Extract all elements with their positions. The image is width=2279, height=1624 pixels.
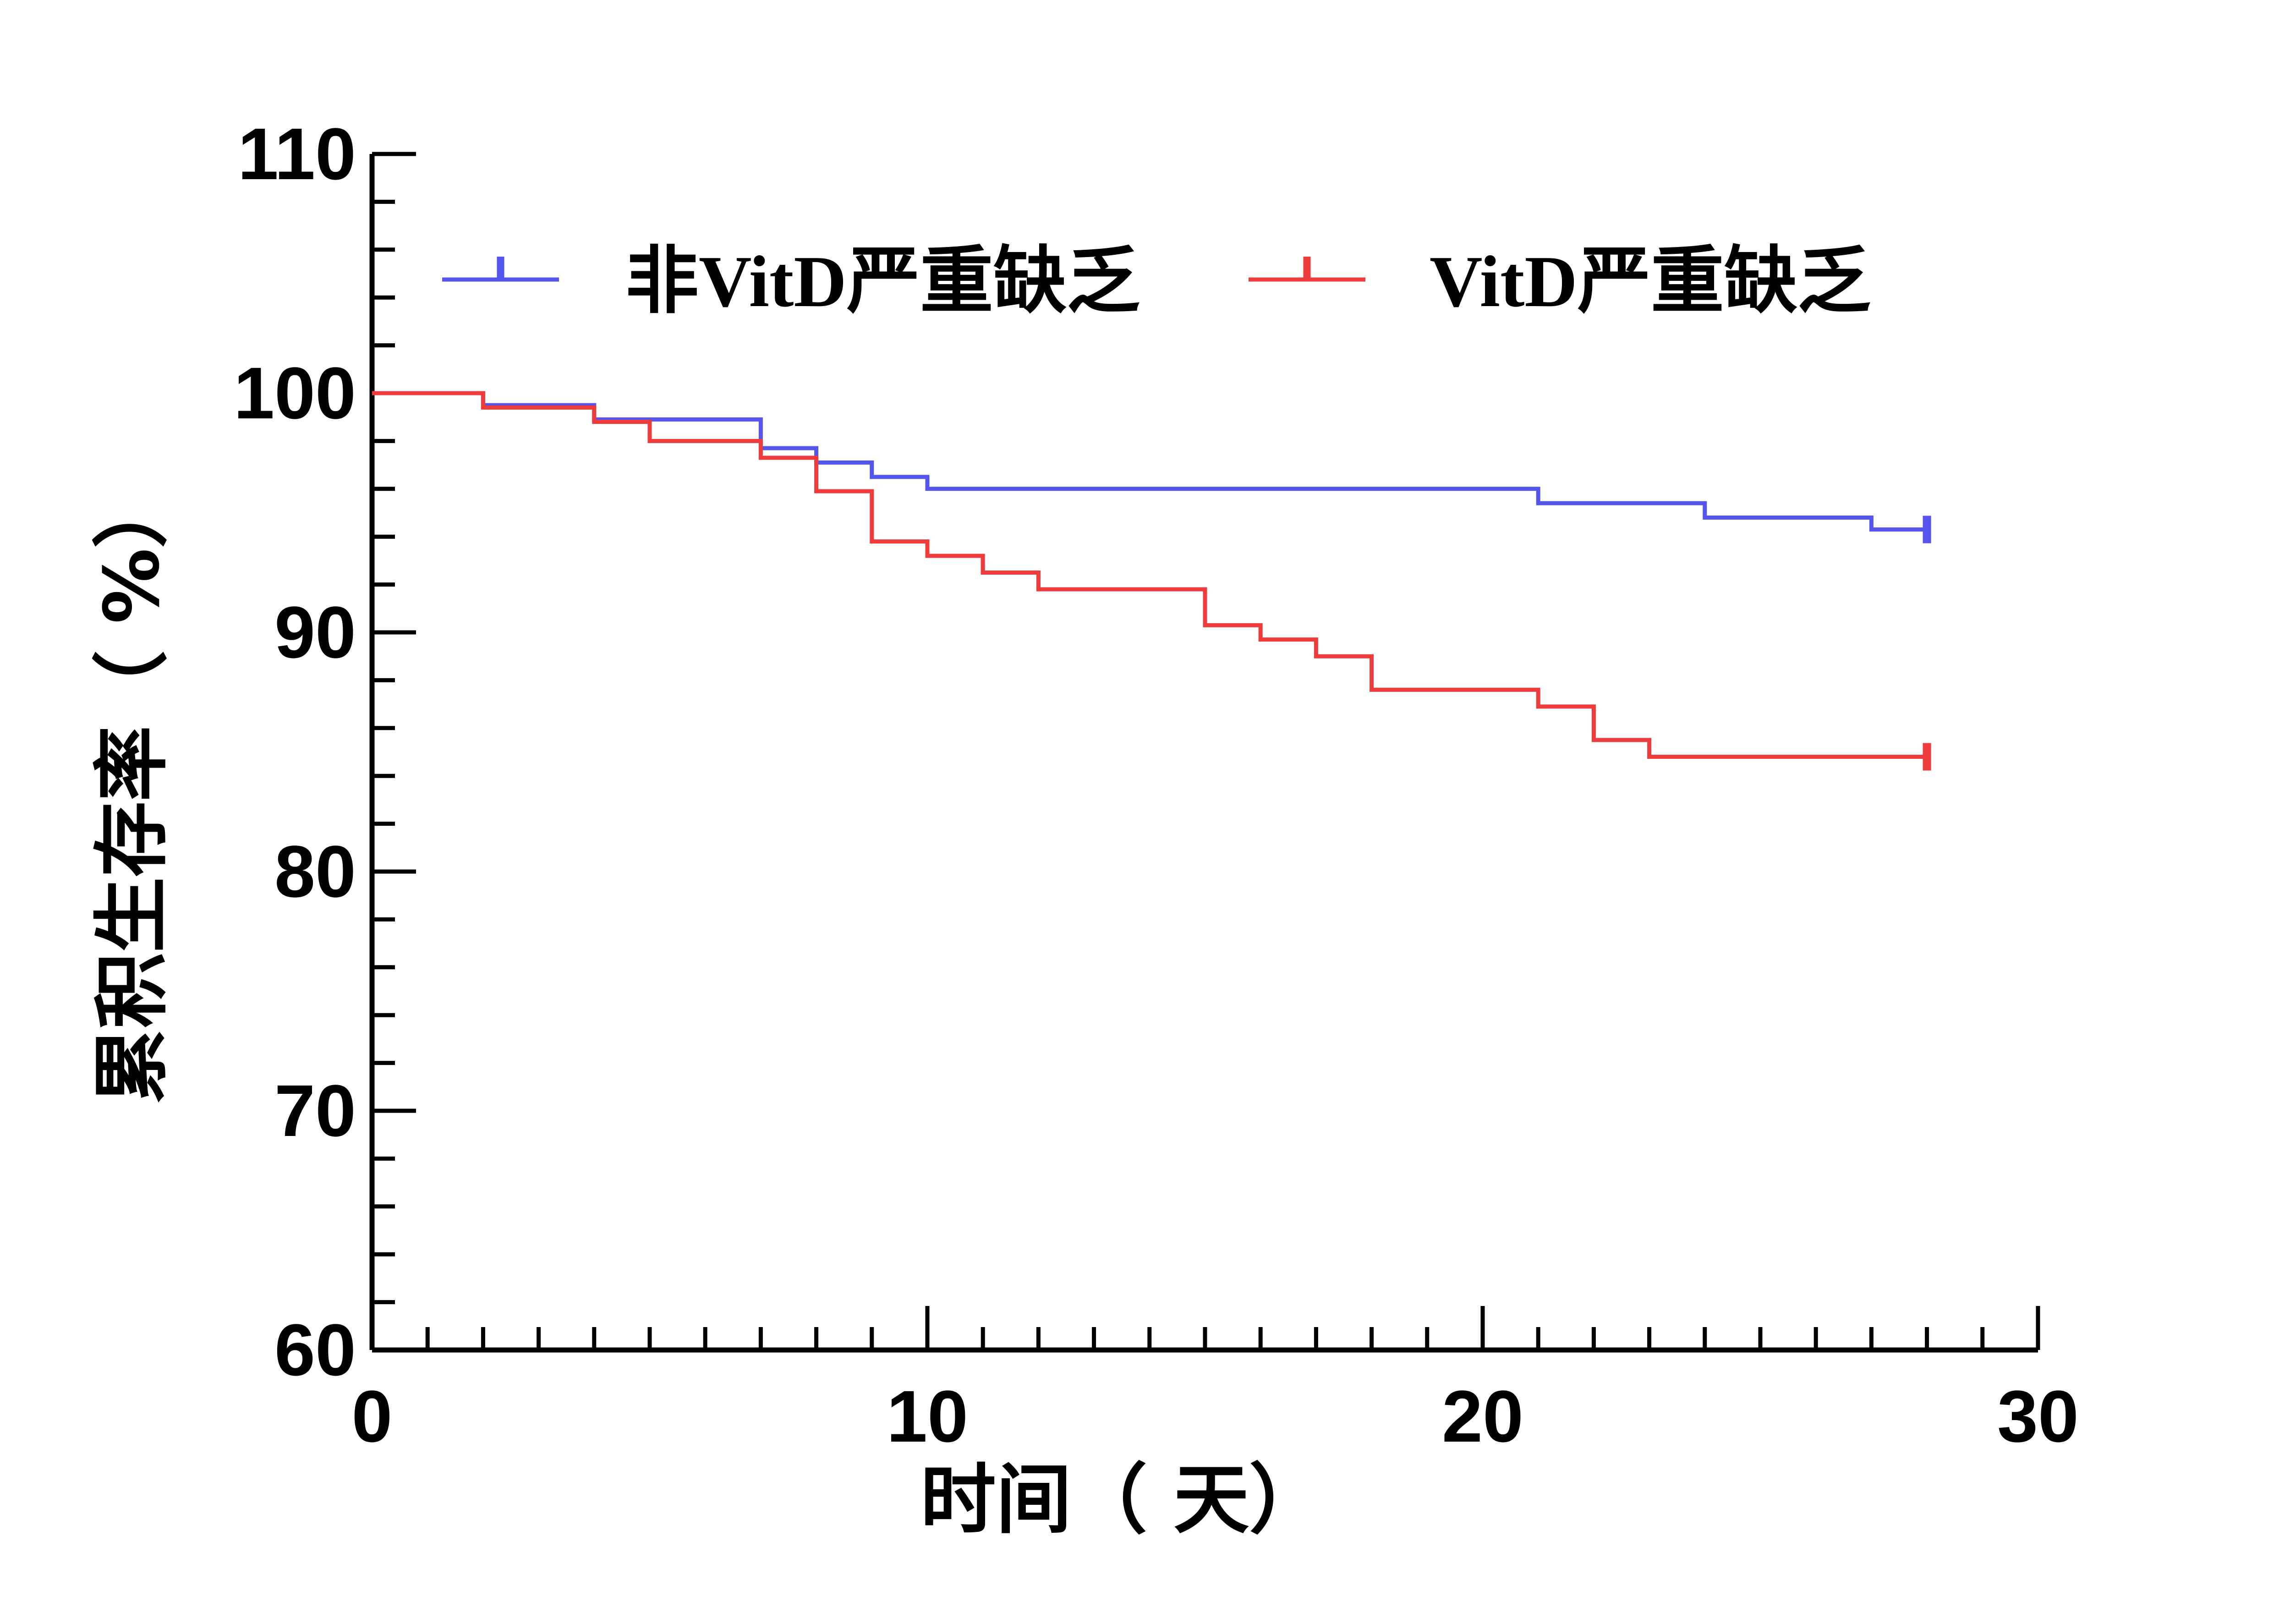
- y-axis-title: 累积生存率（ %）: [88, 472, 176, 1104]
- series-lines: [372, 391, 1931, 771]
- legend: 非VitD严重缺乏 VitD严重缺乏: [442, 241, 1871, 322]
- y-tick-label: 110: [238, 113, 356, 195]
- y-tick-label: 60: [274, 1309, 356, 1391]
- y-tick-label: 90: [274, 591, 356, 673]
- x-tick-label: 30: [1997, 1375, 2079, 1457]
- legend-label-2: VitD严重缺乏: [1430, 241, 1871, 322]
- series-line-2: [372, 391, 1927, 759]
- x-axis-title: 时间（ 天）: [920, 1456, 1325, 1544]
- x-tick-label: 10: [887, 1375, 968, 1457]
- x-tick-label: 0: [352, 1375, 393, 1457]
- y-tick-label: 100: [234, 352, 356, 434]
- legend-label-1: 非VitD严重缺乏: [625, 241, 1140, 322]
- axes: [369, 154, 2038, 1353]
- x-tick-label: 20: [1442, 1375, 1523, 1457]
- series-line-1: [372, 391, 1927, 532]
- y-tick-label: 70: [274, 1070, 356, 1152]
- y-tick-label: 80: [274, 830, 356, 912]
